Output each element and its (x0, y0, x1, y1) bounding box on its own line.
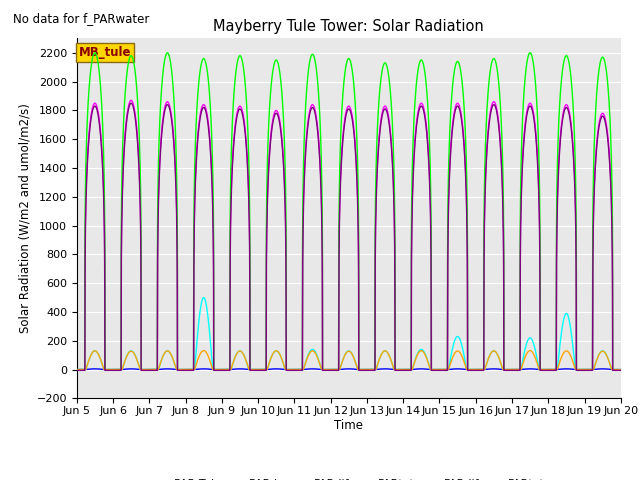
Title: Mayberry Tule Tower: Solar Radiation: Mayberry Tule Tower: Solar Radiation (213, 20, 484, 35)
Legend: PAR Tule, PAR In, PARdif, PARtot, PARdif, PARtot: PAR Tule, PAR In, PARdif, PARtot, PARdif… (148, 475, 550, 480)
Text: No data for f_PARwater: No data for f_PARwater (13, 12, 149, 25)
X-axis label: Time: Time (334, 419, 364, 432)
Text: MB_tule: MB_tule (79, 47, 131, 60)
Y-axis label: Solar Radiation (W/m2 and umol/m2/s): Solar Radiation (W/m2 and umol/m2/s) (18, 104, 31, 333)
